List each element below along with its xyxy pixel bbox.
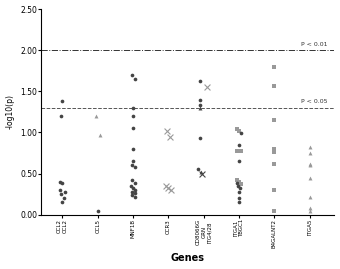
Point (132, 194, 137, 199)
Point (61, 196, 66, 200)
Point (129, 178, 134, 182)
Point (307, 151, 312, 155)
Point (272, 65, 277, 69)
Point (236, 180, 242, 184)
Point (97, 133, 102, 137)
Point (129, 73, 134, 77)
Point (238, 149, 244, 154)
Point (131, 186, 136, 190)
Text: P < 0.05: P < 0.05 (301, 100, 327, 104)
Point (131, 159, 136, 163)
Point (196, 167, 201, 172)
Point (307, 162, 312, 166)
Point (131, 106, 136, 110)
Point (234, 127, 240, 131)
Point (272, 162, 277, 166)
Point (205, 85, 210, 89)
Point (197, 79, 202, 84)
Point (164, 129, 169, 133)
Point (236, 196, 242, 200)
Point (272, 208, 277, 213)
Point (198, 170, 204, 174)
Point (236, 190, 242, 194)
Point (200, 171, 205, 176)
Point (234, 178, 240, 182)
Point (236, 159, 242, 163)
Point (234, 181, 240, 186)
Point (272, 150, 277, 154)
Point (234, 148, 240, 153)
Point (164, 184, 169, 188)
Point (132, 77, 137, 81)
Point (307, 145, 312, 149)
Point (59, 192, 64, 196)
Point (197, 97, 202, 102)
Point (238, 182, 244, 186)
Text: P < 0.01: P < 0.01 (301, 42, 327, 47)
Point (197, 103, 202, 107)
Y-axis label: -log10(p): -log10(p) (5, 94, 15, 129)
Point (60, 199, 65, 204)
Point (131, 147, 136, 151)
Point (237, 186, 243, 190)
Point (129, 193, 134, 197)
Point (93, 114, 99, 118)
Point (236, 129, 242, 133)
Point (307, 163, 312, 168)
Point (128, 184, 134, 188)
Point (272, 147, 277, 151)
Point (62, 190, 67, 194)
Point (95, 208, 101, 213)
Point (131, 114, 136, 118)
Point (168, 188, 173, 192)
Point (166, 186, 171, 190)
Point (236, 143, 242, 147)
Point (307, 176, 312, 180)
Point (58, 114, 64, 118)
Point (131, 126, 136, 130)
Point (307, 194, 312, 199)
Point (307, 208, 312, 213)
Point (235, 184, 241, 188)
Point (60, 99, 65, 103)
Point (132, 181, 137, 186)
X-axis label: Genes: Genes (171, 253, 205, 263)
Point (168, 134, 173, 139)
Point (197, 136, 202, 140)
Point (58, 188, 63, 192)
Point (60, 181, 65, 186)
Point (272, 118, 277, 122)
Point (307, 206, 312, 210)
Point (238, 131, 244, 135)
Point (57, 180, 62, 184)
Point (132, 165, 137, 169)
Point (272, 188, 277, 192)
Point (132, 191, 137, 196)
Point (133, 188, 138, 192)
Point (129, 163, 134, 168)
Point (272, 83, 277, 88)
Point (236, 200, 242, 204)
Point (129, 190, 134, 194)
Point (197, 106, 202, 110)
